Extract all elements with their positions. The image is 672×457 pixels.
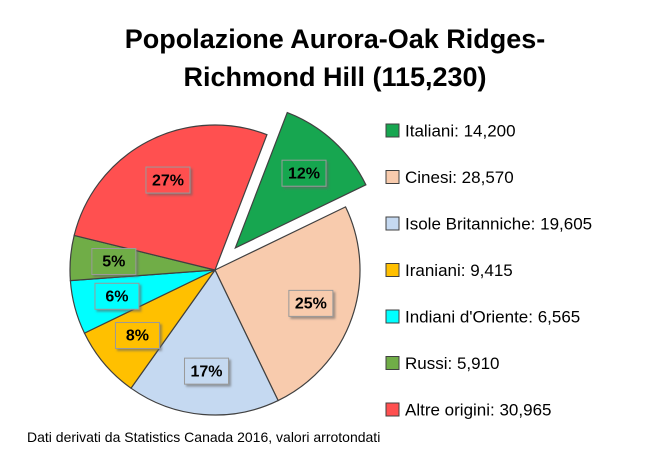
label-box — [281, 159, 327, 187]
legend-swatch — [385, 263, 400, 277]
pie-slice — [73, 124, 268, 271]
data-label: 12% — [288, 165, 320, 182]
legend-swatch — [385, 356, 400, 370]
legend-swatch — [385, 123, 400, 138]
pie-slice — [130, 268, 279, 416]
legend-label: Altre origini: 30,965 — [405, 400, 551, 419]
legend-label: Russi: 5,910 — [405, 354, 500, 373]
data-label: 6% — [105, 288, 128, 305]
legend-label: Italiani: 14,200 — [405, 121, 516, 140]
data-label: 27% — [152, 172, 184, 189]
data-label: 5% — [102, 254, 125, 271]
source-note: Dati derivati da Statistics Canada 2016,… — [27, 429, 381, 445]
data-label: 8% — [126, 328, 149, 345]
data-label: 25% — [295, 296, 327, 313]
legend-swatch — [385, 402, 400, 417]
legend-label: Cinesi: 28,570 — [405, 168, 514, 187]
pie-slice — [214, 206, 361, 402]
legend-swatch — [385, 309, 400, 324]
data-label: 17% — [190, 363, 222, 380]
label-box — [94, 282, 140, 310]
label-box — [114, 322, 160, 350]
chart-title: Popolazione Aurora-Oak Ridges-Richmond H… — [124, 24, 546, 92]
legend-swatch — [385, 216, 400, 231]
legend-label: Isole Britanniche: 19,605 — [405, 214, 592, 233]
legend-label: Iraniani: 9,415 — [405, 261, 513, 280]
label-box — [91, 248, 137, 276]
legend-label: Indiani d'Oriente: 6,565 — [405, 307, 580, 326]
label-box — [184, 357, 230, 385]
label-box — [288, 289, 334, 317]
label-box — [145, 166, 191, 194]
legend-swatch — [385, 170, 400, 184]
